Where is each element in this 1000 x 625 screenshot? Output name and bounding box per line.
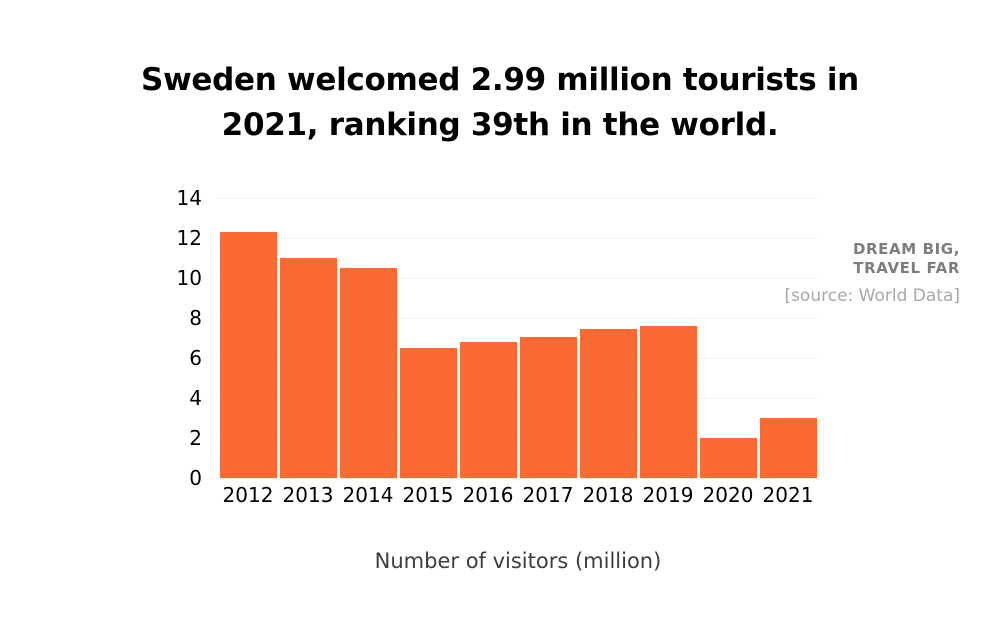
watermark-text: DREAM BIG, TRAVEL FAR [852,240,960,277]
axis-baseline [218,478,818,479]
y-tick-label: 8 [189,306,202,330]
gridline [218,398,818,399]
x-tick-label-2015: 2015 [402,483,454,507]
gridline [218,198,818,199]
y-tick-label: 10 [176,266,202,290]
y-tick-label: 0 [189,466,202,490]
y-tick-label: 2 [189,426,202,450]
bar-2017[interactable] [520,337,577,478]
x-axis: 2012 2013 2014 2015 2016 2017 2018 2019 2020 2021 [218,482,818,512]
gridline [218,238,818,239]
gridline [218,278,818,279]
x-axis-title: Number of visitors (million) [374,549,662,573]
gridline [218,358,818,359]
gridline [218,438,818,439]
credit-block: DREAM BIG, TRAVEL FAR [source: World Dat… [678,240,960,307]
bar-2013[interactable] [280,258,337,478]
y-tick-label: 6 [189,346,202,370]
plot-area [218,198,818,479]
gridline [218,318,818,319]
y-tick-label: 14 [176,186,202,210]
x-tick-label-2012: 2012 [222,483,274,507]
bar-series [218,198,818,478]
bar-2018[interactable] [580,329,637,478]
bar-2021[interactable] [760,418,817,478]
y-tick-label: 12 [176,226,202,250]
x-tick-label-2021: 2021 [762,483,814,507]
x-tick-label-2017: 2017 [522,483,574,507]
bar-2012[interactable] [220,232,277,478]
x-tick-label-2016: 2016 [462,483,514,507]
x-tick-label-2020: 2020 [702,483,754,507]
bar-2016[interactable] [460,342,517,478]
bar-2015[interactable] [400,348,457,478]
x-tick-label-2013: 2013 [282,483,334,507]
y-axis: 0 2 4 6 8 10 12 14 [150,188,202,488]
bar-2020[interactable] [700,438,757,478]
bar-2019[interactable] [640,326,697,478]
x-tick-label-2018: 2018 [582,483,634,507]
bar-2014[interactable] [340,268,397,478]
chart-title: Sweden welcomed 2.99 million tourists in… [141,62,859,143]
y-tick-label: 4 [189,386,202,410]
source-note: [source: World Data] [784,286,960,306]
x-tick-label-2014: 2014 [342,483,394,507]
x-tick-label-2019: 2019 [642,483,694,507]
